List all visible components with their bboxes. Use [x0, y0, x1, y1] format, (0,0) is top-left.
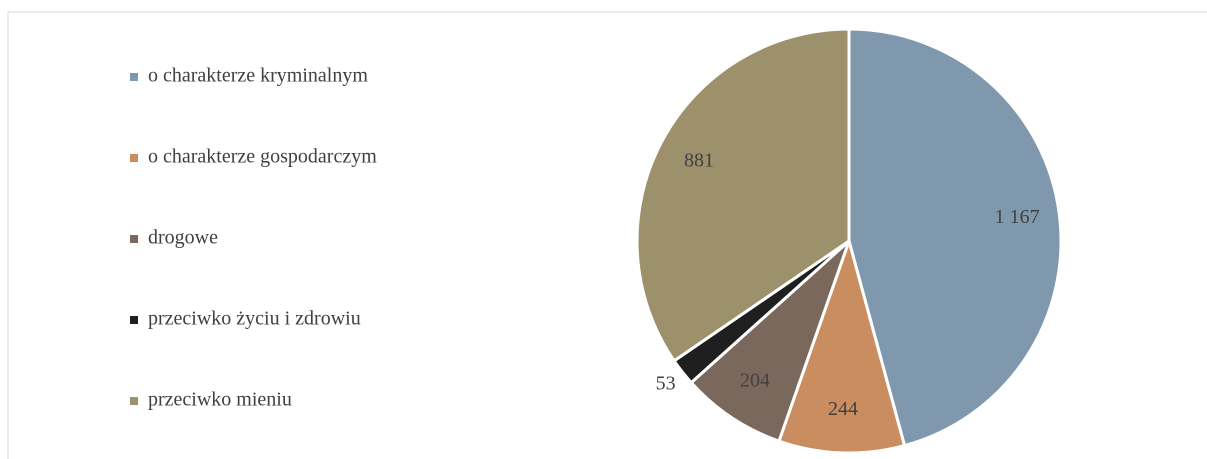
pie-slice: [689, 239, 851, 444]
pie-slice: [635, 27, 851, 363]
legend-label: przeciwko mieniu: [148, 389, 292, 411]
legend-swatch: [130, 316, 138, 324]
legend-swatch: [130, 154, 138, 162]
data-label: 1 167: [995, 206, 1040, 228]
legend-label: drogowe: [148, 227, 218, 249]
data-label: 204: [740, 370, 770, 392]
legend-label: przeciwko życiu i zdrowiu: [148, 308, 361, 330]
data-label: 244: [828, 398, 858, 420]
legend-swatch: [130, 235, 138, 243]
pie-slice: [847, 27, 1063, 448]
legend-swatch: [130, 397, 138, 405]
data-label: 53: [656, 373, 676, 395]
legend-label: o charakterze gospodarczym: [148, 146, 377, 168]
legend-label: o charakterze kryminalnym: [148, 65, 368, 87]
data-label: 881: [684, 150, 714, 172]
legend-swatch: [130, 73, 138, 81]
pie-slice: [777, 235, 907, 455]
